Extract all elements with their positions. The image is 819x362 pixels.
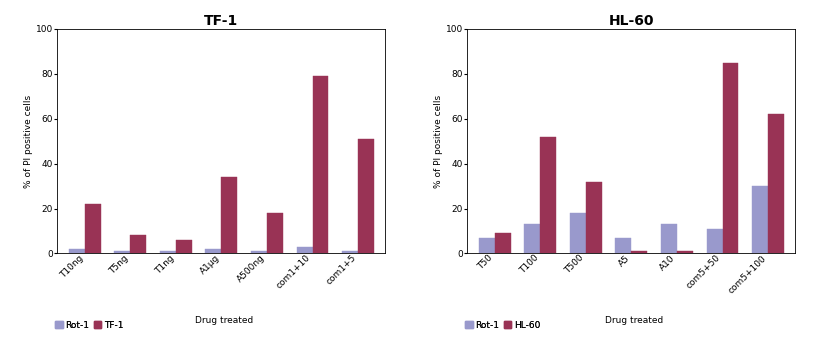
Bar — [130, 235, 146, 253]
Bar — [540, 137, 555, 253]
Bar — [69, 249, 84, 253]
Bar — [251, 251, 267, 253]
Bar — [631, 251, 646, 253]
Bar — [267, 213, 283, 253]
Bar — [175, 240, 192, 253]
Bar — [767, 114, 783, 253]
Bar — [660, 224, 676, 253]
Text: Drug treated: Drug treated — [604, 316, 663, 325]
Bar — [751, 186, 767, 253]
Title: HL-60: HL-60 — [608, 14, 654, 28]
Bar — [160, 251, 175, 253]
Bar — [523, 224, 540, 253]
Bar — [585, 182, 601, 253]
Bar — [478, 238, 494, 253]
Bar — [114, 251, 130, 253]
Bar — [221, 177, 237, 253]
Bar — [296, 247, 312, 253]
Bar — [206, 249, 221, 253]
Bar — [706, 229, 722, 253]
Y-axis label: % of PI positive cells: % of PI positive cells — [434, 94, 442, 188]
Legend: Rot-1, HL-60: Rot-1, HL-60 — [465, 321, 540, 330]
Y-axis label: % of PI positive cells: % of PI positive cells — [25, 94, 33, 188]
Text: Drug treated: Drug treated — [195, 316, 253, 325]
Bar — [615, 238, 631, 253]
Bar — [312, 76, 328, 253]
Bar — [342, 251, 358, 253]
Bar — [358, 139, 373, 253]
Legend: Rot-1, TF-1: Rot-1, TF-1 — [56, 321, 123, 330]
Bar — [569, 213, 585, 253]
Bar — [722, 63, 738, 253]
Bar — [84, 204, 101, 253]
Bar — [676, 251, 692, 253]
Bar — [494, 233, 510, 253]
Title: TF-1: TF-1 — [204, 14, 238, 28]
